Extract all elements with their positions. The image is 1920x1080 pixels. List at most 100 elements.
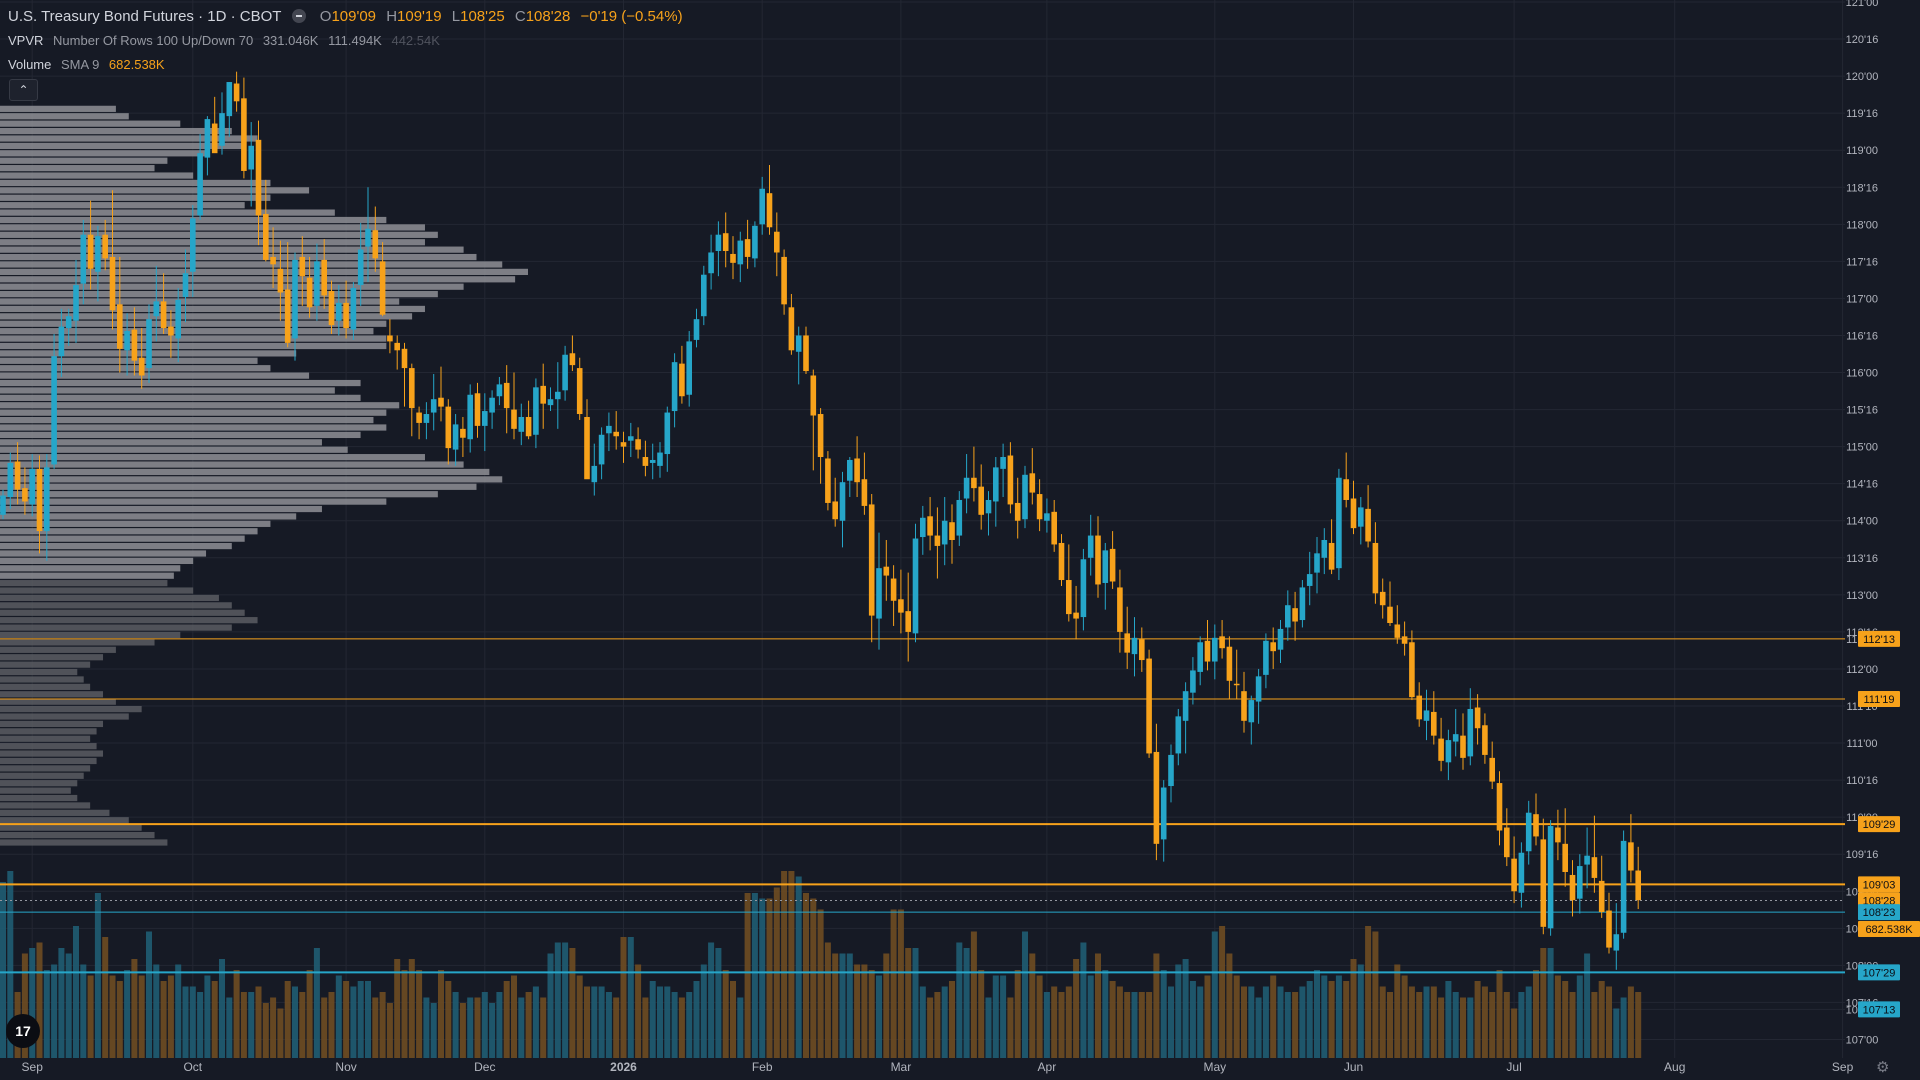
volume-bar (905, 948, 912, 1058)
candle-body (175, 299, 181, 339)
volume-bar (248, 992, 255, 1058)
volume-legend[interactable]: Volume SMA 9 682.538K (8, 57, 171, 72)
candle-body (138, 357, 145, 376)
volume-name[interactable]: Volume (8, 57, 52, 72)
candlesticks (0, 71, 1641, 970)
candle-body (963, 477, 970, 499)
candle-body (117, 304, 123, 349)
collapse-legend-button[interactable]: ⌃ (9, 79, 38, 101)
volume-profile-row (0, 646, 116, 653)
volume-bar (751, 893, 758, 1058)
gear-icon[interactable]: ⚙ (1876, 1059, 1890, 1076)
candle-body (1409, 642, 1415, 698)
volume-bar (306, 970, 313, 1058)
candle-body (1372, 542, 1379, 594)
candle-body (1620, 840, 1627, 933)
chevron-up-icon: ⌃ (18, 83, 29, 97)
volume-bar (489, 1003, 496, 1058)
volume-bar (481, 992, 488, 1058)
volume-bar (547, 953, 554, 1058)
volume-profile-row (0, 431, 361, 439)
volume-bar (1452, 992, 1459, 1058)
tradingview-logo-icon[interactable]: 17 (6, 1014, 40, 1048)
candle-body (65, 316, 72, 329)
volume-bar (1270, 975, 1277, 1058)
volume-bar (87, 975, 94, 1058)
volume-bar (657, 986, 663, 1058)
candle-body (941, 520, 948, 545)
candle-body (1306, 574, 1313, 586)
candle-body (1102, 550, 1109, 583)
candle-body (270, 256, 276, 265)
volume-bar (474, 997, 481, 1058)
candle-body (803, 335, 809, 372)
volume-profile-row (0, 580, 168, 587)
volume-profile-row (0, 809, 110, 816)
volume-bar (109, 975, 116, 1058)
volume-profile-row (0, 209, 335, 216)
price-tick-label: 113'00 (1846, 590, 1878, 602)
candle-body (1540, 839, 1547, 927)
volume-profile-row (0, 135, 258, 142)
candle-body (1241, 691, 1247, 721)
price-badge (1858, 964, 1900, 981)
symbol-title[interactable]: U.S. Treasury Bond Futures · 1D · CBOT (8, 8, 282, 25)
candle-body (1124, 633, 1130, 653)
volume-bar (270, 997, 277, 1058)
volume-bar (73, 926, 79, 1058)
volume-profile-row (0, 505, 322, 513)
volume-bar (1022, 931, 1028, 1058)
candle-body (876, 568, 882, 619)
volume-bar (890, 909, 897, 1058)
candle-body (299, 256, 306, 277)
candle-body (1445, 740, 1452, 763)
volume-bar (730, 981, 736, 1058)
candle-body (277, 268, 284, 293)
candle-body (1613, 934, 1620, 951)
volume-profile-row (0, 787, 71, 794)
volume-profile-row (0, 461, 464, 468)
candle-body (752, 225, 758, 259)
candle-body (1591, 857, 1598, 878)
candle-body (1394, 624, 1401, 638)
volume-bar (1284, 992, 1291, 1058)
volume-profile-row (0, 654, 104, 661)
candle-body (379, 261, 386, 315)
price-badge-label: 112'13 (1863, 634, 1895, 646)
volume-bar (1606, 986, 1612, 1058)
candle-body (722, 233, 729, 251)
time-axis[interactable]: Sep Oct Nov Dec 2026 Feb Mar Apr May Jun Jul Aug Sep (22, 1060, 1854, 1074)
volume-bar (1489, 992, 1496, 1058)
candle-body (1233, 683, 1240, 686)
time-tick-label: Oct (183, 1060, 202, 1074)
candle-body (576, 368, 583, 415)
candle-body (868, 504, 875, 616)
volume-bar (321, 997, 328, 1058)
volume-bar (1051, 986, 1058, 1058)
volume-bar (1525, 986, 1532, 1058)
volume-profile-row (0, 187, 310, 194)
volume-bar (1387, 992, 1393, 1058)
volume-bar (496, 992, 503, 1058)
symbol-legend[interactable]: U.S. Treasury Bond Futures · 1D · CBOT O… (8, 8, 689, 25)
volume-bar (664, 986, 671, 1058)
minus-circle-icon[interactable] (291, 9, 306, 23)
volume-bar (1598, 981, 1605, 1058)
volume-profile-row (0, 557, 194, 564)
vpvr-name[interactable]: VPVR (8, 33, 44, 48)
volume-profile-row (0, 535, 245, 542)
volume-value: 682.538K (108, 57, 165, 72)
volume-bar (525, 992, 532, 1058)
volume-bar (386, 1003, 393, 1058)
vpvr-legend[interactable]: VPVR Number Of Rows 100 Up/Down 70 331.0… (8, 33, 446, 48)
volume-bar (569, 948, 576, 1058)
volume-bar (65, 953, 72, 1058)
volume-profile-row (0, 342, 387, 350)
candle-body (503, 382, 510, 409)
time-tick-label: Jun (1344, 1060, 1363, 1074)
volume-profile-row (0, 172, 194, 179)
volume-bar (897, 909, 904, 1058)
candle-body (620, 442, 627, 447)
volume-profile-row (0, 246, 464, 253)
